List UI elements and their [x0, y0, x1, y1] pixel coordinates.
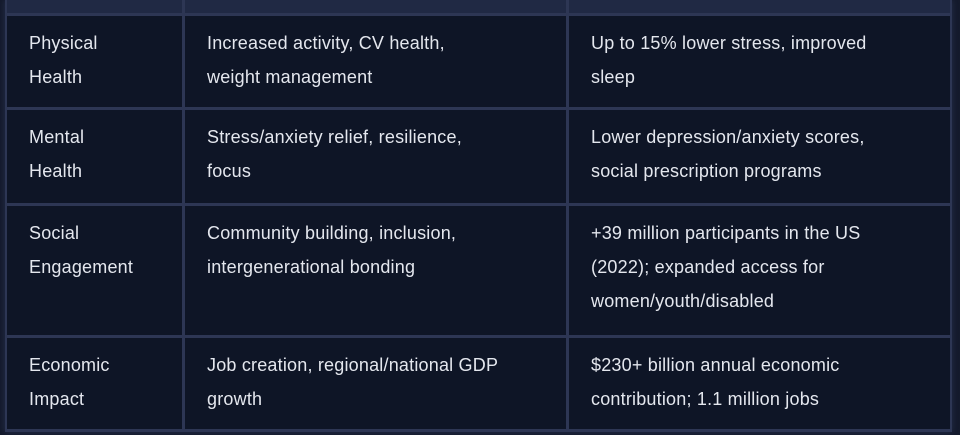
- impact-table: Physical Health Increased activity, CV h…: [5, 0, 952, 432]
- aspect-cell: Mental Health: [7, 110, 182, 203]
- evidence-cell: $230+ billion annual economic contributi…: [569, 338, 950, 429]
- details-cell: Stress/anxiety relief, resilience, focus: [185, 110, 566, 203]
- impact-table-grid: Physical Health Increased activity, CV h…: [7, 0, 950, 429]
- details-cell: Community building, inclusion, intergene…: [185, 206, 566, 335]
- evidence-cell: +39 million participants in the US (2022…: [569, 206, 950, 335]
- evidence-cell: Up to 15% lower stress, improved sleep: [569, 16, 950, 107]
- details-cell: Increased activity, CV health, weight ma…: [185, 16, 566, 107]
- evidence-cell: Lower depression/anxiety scores, social …: [569, 110, 950, 203]
- header-cell-evidence: [569, 0, 950, 13]
- aspect-cell: Physical Health: [7, 16, 182, 107]
- aspect-cell: Economic Impact: [7, 338, 182, 429]
- header-cell-details: [185, 0, 566, 13]
- details-cell: Job creation, regional/national GDP grow…: [185, 338, 566, 429]
- header-cell-aspect: [7, 0, 182, 13]
- aspect-cell: Social Engagement: [7, 206, 182, 335]
